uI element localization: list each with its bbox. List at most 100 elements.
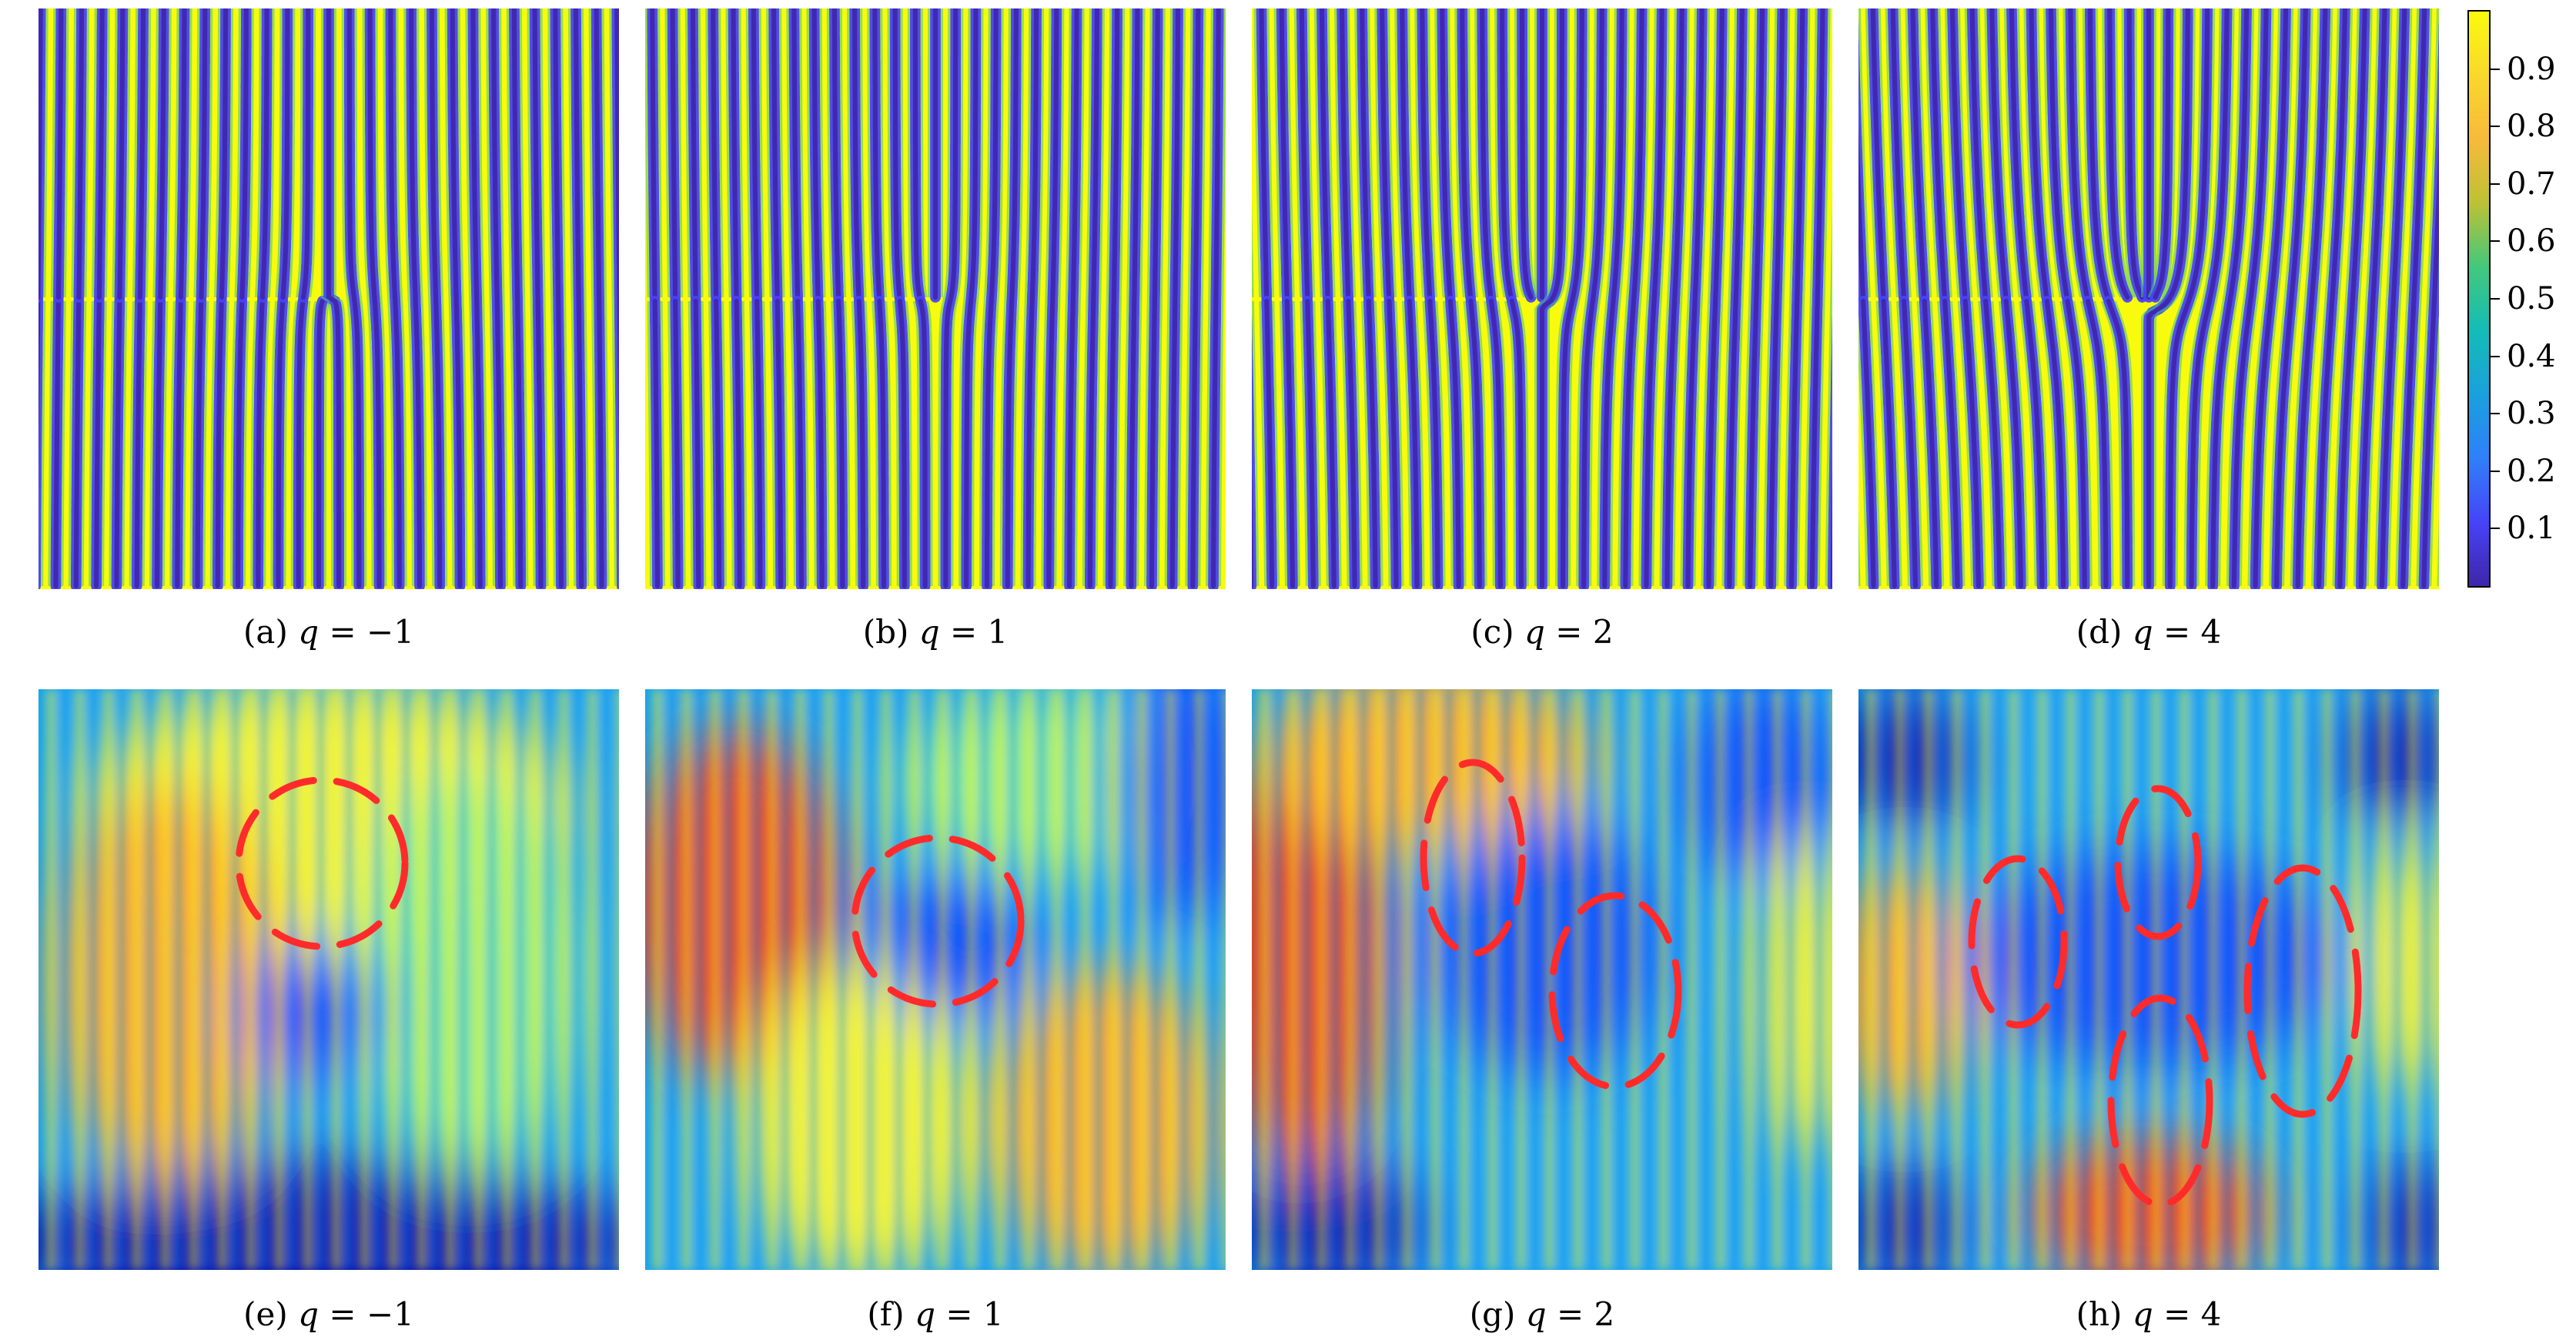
fringe-edge [851, 300, 858, 586]
fringe-band [502, 689, 512, 1270]
colorbar-tick [2491, 68, 2500, 70]
fringe-band [1122, 689, 1130, 1270]
fringe-edge [871, 300, 879, 587]
fringe-band [1473, 689, 1480, 1270]
fringe-edge [486, 8, 495, 586]
fringe-core [2379, 8, 2407, 589]
colorbar-tick-label: 0.5 [2507, 281, 2556, 317]
fringe-band [559, 689, 569, 1270]
fringe-band [1758, 689, 1765, 1270]
fringe-band [1009, 689, 1016, 1270]
fringe-edge [1293, 8, 1303, 298]
fringe-core [1279, 8, 1290, 300]
fringe-edge [2395, 8, 2420, 587]
caption-eq: = [2163, 1295, 2191, 1333]
fringe-edge [1957, 300, 1973, 587]
fringe-core [2295, 8, 2328, 589]
fringe-edge [375, 8, 387, 586]
fringe-band [1330, 689, 1338, 1270]
fringe-core [1284, 298, 1296, 589]
fringe-core [2024, 298, 2045, 589]
fringe-edge [1898, 8, 1912, 298]
fringe-edge [1320, 300, 1329, 587]
fringe-edge [1494, 8, 1506, 298]
fringe-edge [728, 300, 734, 586]
fringe-core [877, 298, 887, 589]
measured-plot-e [38, 689, 619, 1270]
fringe-edge [1279, 300, 1287, 586]
fringe-core [754, 298, 763, 589]
fringe-core [851, 8, 861, 300]
fringe-edge [112, 8, 118, 297]
fringe-edge [687, 300, 694, 586]
fringe-edge [263, 300, 270, 586]
caption-var: q [2132, 613, 2153, 651]
fringe-edge [1991, 300, 2008, 587]
fringe-band [459, 689, 467, 1270]
fringe-edge [1143, 8, 1153, 587]
fringe-core [711, 8, 719, 300]
intensity-blob [992, 966, 1223, 1270]
fringe-edge [1367, 8, 1377, 298]
fringe-edge [738, 8, 744, 297]
fringe-band [2364, 689, 2372, 1270]
fringe-band [360, 689, 370, 1270]
fringe-edge [172, 8, 179, 298]
caption-c: (c) q = 2 [1252, 612, 1832, 652]
fringe-edge [1875, 300, 1889, 587]
fringe-band [1387, 689, 1395, 1270]
fringe-band [1772, 689, 1782, 1270]
fringe-band [995, 689, 1005, 1270]
fringe-band [781, 689, 788, 1270]
fringe-edge [2353, 8, 2380, 587]
fringe-edge [1259, 300, 1267, 587]
panel-c-fringe [1252, 8, 1832, 589]
fringe-edge [186, 8, 192, 298]
fringe-band [402, 689, 410, 1270]
fringe-edge [2374, 8, 2400, 587]
fringe-band [1273, 689, 1281, 1270]
fringe-core [1706, 8, 1725, 589]
caption-value: 1 [982, 1295, 1004, 1333]
fringe-edge [2019, 300, 2037, 587]
fringe-edge [1497, 300, 1508, 586]
fringe-core [1519, 8, 1534, 300]
fringe-core [491, 8, 503, 589]
fringe-core [280, 8, 290, 300]
caption-tag: (g) [1469, 1295, 1516, 1333]
fringe-edge [880, 8, 888, 298]
fringe-core [1949, 8, 1968, 300]
colorbar-tick [2491, 413, 2500, 415]
fringe-band [2051, 689, 2059, 1270]
fringe-edge [234, 8, 241, 298]
fringe-edge [2100, 300, 2123, 586]
fringe-edge [1610, 8, 1630, 586]
fringe-band [46, 689, 56, 1270]
fringe-core [918, 298, 928, 589]
singularity-dashed-ring [2114, 785, 2202, 940]
fringe-core [199, 8, 208, 300]
fringe-band [1208, 689, 1216, 1270]
fringe-core [1969, 8, 1988, 300]
fringe-core [1305, 298, 1316, 589]
fringe-edge [320, 8, 334, 586]
fringe-band [1459, 689, 1469, 1270]
fringe-edge [1589, 8, 1610, 586]
fringe-band [966, 689, 976, 1270]
fringe-edge [2290, 8, 2320, 587]
fringe-edge [41, 300, 46, 586]
fringe-edge [1061, 8, 1072, 587]
fringe-edge [1555, 8, 1577, 586]
fringe-band [667, 689, 674, 1270]
fringe-edge [1286, 8, 1295, 298]
fringe-edge [677, 8, 684, 297]
fringe-core [1129, 8, 1140, 589]
fringe-edge [2062, 8, 2082, 298]
fringe-band [2037, 689, 2047, 1270]
caption-f: (f) q = 1 [645, 1295, 1226, 1335]
fringe-core [1087, 8, 1100, 589]
fringe-core [1539, 8, 1565, 589]
fringe-core [409, 8, 423, 589]
fringe-edge [2175, 8, 2216, 586]
fringe-band [2279, 689, 2287, 1270]
